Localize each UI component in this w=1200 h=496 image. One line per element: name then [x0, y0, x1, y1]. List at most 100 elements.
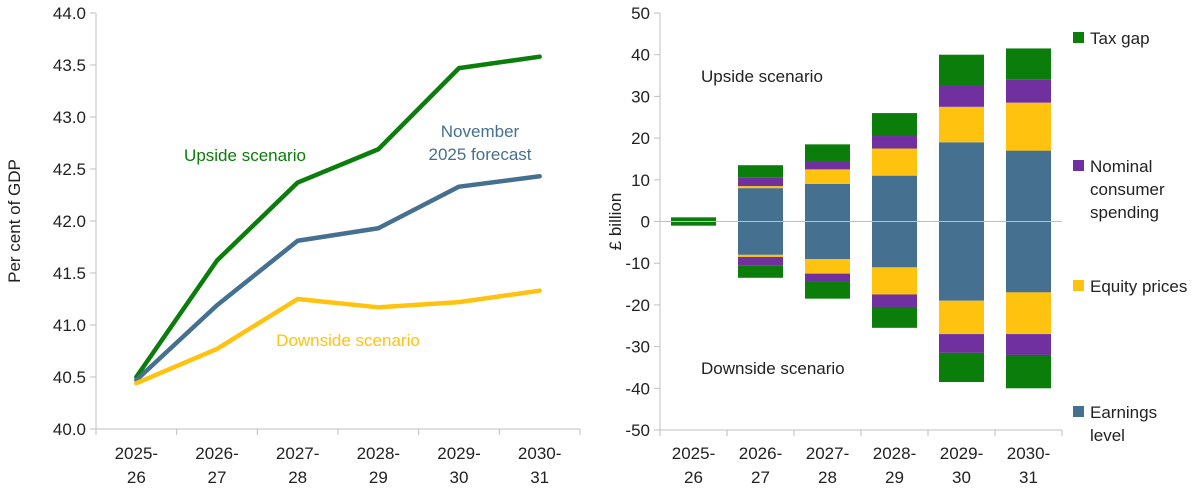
- bar-upside-s3: [738, 165, 783, 178]
- bar-upside-s0: [805, 183, 850, 222]
- left-x-tick-label-line: 2027-: [276, 444, 319, 463]
- bar-downside-s0: [872, 221, 917, 268]
- legend-label-line: Tax gap: [1090, 29, 1150, 48]
- left-x-tick-label-line: 27: [208, 468, 227, 487]
- legend-label-line: Equity prices: [1090, 277, 1187, 296]
- left-x-tick-label: 2029- 30: [437, 444, 480, 487]
- bar-downside-s3: [1006, 354, 1051, 389]
- right-y-tick-label: 40: [631, 46, 650, 65]
- right-x-tick-label-line: 29: [885, 468, 904, 487]
- bar-upside-s3: [805, 144, 850, 162]
- line-series-0: [134, 54, 542, 380]
- bar-upside-s3: [872, 113, 917, 137]
- bar-upside-s0: [1006, 150, 1051, 222]
- bar-upside-s1: [738, 186, 783, 189]
- right-x-tick-label-line: 2027-: [806, 444, 849, 463]
- right-x-tick-label-line: 28: [818, 468, 837, 487]
- left-y-tick-label: 42.5: [53, 160, 86, 179]
- right-x-tick-label: 2029- 30: [940, 444, 983, 487]
- right-x-tick-label-line: 30: [952, 468, 971, 487]
- legend-label-line: level: [1090, 426, 1125, 445]
- right-y-axis-title: £ billion: [606, 193, 625, 251]
- right-y-tick-label: 50: [631, 4, 650, 23]
- line-series-2: [134, 288, 542, 386]
- left-x-tick-label-line: 31: [530, 468, 549, 487]
- bar-upside-s0: [872, 175, 917, 222]
- right-x-tick-label-line: 27: [751, 468, 770, 487]
- bar-upside-s2: [1006, 79, 1051, 103]
- bar-upside-s3: [671, 217, 716, 222]
- left-y-tick-label: 41.5: [53, 264, 86, 283]
- bar-downside-s0: [738, 221, 783, 255]
- legend-label-line: Nominal: [1090, 157, 1152, 176]
- right-annotation-upside: Upside scenario: [701, 67, 823, 86]
- left-y-axis-title: Per cent of GDP: [5, 159, 24, 283]
- bar-downside-s2: [738, 256, 783, 266]
- bar-upside-s3: [1006, 48, 1051, 80]
- left-y-tick-label: 41.0: [53, 316, 86, 335]
- bar-downside-s2: [939, 334, 984, 353]
- legend-label-line: Earnings: [1090, 403, 1157, 422]
- bar-downside-s3: [805, 281, 850, 299]
- right-y-tick-label: 30: [631, 87, 650, 106]
- bar-downside-s2: [805, 273, 850, 282]
- left-y-tick-label: 43.5: [53, 56, 86, 75]
- bar-upside-s0: [939, 142, 984, 222]
- bar-downside-s1: [1006, 292, 1051, 335]
- right-y-tick-label: -10: [625, 254, 650, 273]
- left-x-tick-label-line: 30: [450, 468, 469, 487]
- right-annotation-downside: Downside scenario: [701, 359, 845, 378]
- left-x-tick-label: 2026- 27: [195, 444, 238, 487]
- right-x-tick-label-line: 2028-: [873, 444, 916, 463]
- legend-label-1: Nominal consumer spending: [1090, 157, 1165, 222]
- left-y-tick-label: 43.0: [53, 108, 86, 127]
- bar-upside-s1: [872, 148, 917, 176]
- left-annotation-2: Downside scenario: [276, 331, 420, 350]
- bar-downside-s0: [805, 221, 850, 260]
- right-x-tick-label-line: 2025-: [672, 444, 715, 463]
- left-x-tick-label: 2025- 26: [115, 444, 158, 487]
- legend-swatch-2: [1073, 280, 1084, 291]
- left-y-tick-label: 42.0: [53, 212, 86, 231]
- bar-downside-s1: [738, 254, 783, 257]
- legend-label-2: Equity prices: [1090, 277, 1187, 296]
- left-line-chart: 40.0 40.5 41.0 41.5 42.0 42.5 43.0 43.5 44.0 2025…: [5, 4, 581, 487]
- bar-upside-s0: [738, 188, 783, 222]
- left-x-tick-label-line: 2029-: [437, 444, 480, 463]
- right-y-tick-label: -50: [625, 421, 650, 440]
- left-x-tick-label-line: 29: [369, 468, 388, 487]
- bar-upside-s2: [805, 161, 850, 170]
- right-y-tick-label: 10: [631, 171, 650, 190]
- right-x-tick-label: 2026- 27: [739, 444, 782, 487]
- left-x-tick-label: 2027- 28: [276, 444, 319, 487]
- right-y-tick-label: -20: [625, 296, 650, 315]
- bar-downside-s1: [872, 267, 917, 295]
- legend-swatch-0: [1073, 32, 1084, 43]
- legend-swatch-3: [1073, 406, 1084, 417]
- right-x-tick-label: 2028- 29: [873, 444, 916, 487]
- bar-upside-s1: [1006, 102, 1051, 151]
- legend-label-line: consumer: [1090, 180, 1165, 199]
- left-annotation-1: November 2025 forecast: [428, 122, 531, 164]
- left-x-tick-label-line: 2025-: [115, 444, 158, 463]
- left-x-tick-label-line: 28: [288, 468, 307, 487]
- left-annotation-0: Upside scenario: [184, 146, 306, 165]
- left-annotation-line: Downside scenario: [276, 331, 420, 350]
- left-x-tick-label-line: 26: [127, 468, 146, 487]
- right-x-tick-label: 2030- 31: [1007, 444, 1050, 487]
- left-annotation-line: 2025 forecast: [428, 145, 531, 164]
- right-x-tick-label-line: 2026-: [739, 444, 782, 463]
- bar-downside-s3: [738, 265, 783, 278]
- bar-downside-s0: [939, 221, 984, 301]
- right-x-tick-label: 2025- 26: [672, 444, 715, 487]
- bar-downside-s0: [1006, 221, 1051, 293]
- left-x-tick-label-line: 2028-: [357, 444, 400, 463]
- left-x-tick-label: 2028- 29: [357, 444, 400, 487]
- legend-label-line: spending: [1090, 203, 1159, 222]
- bar-downside-s1: [805, 259, 850, 274]
- bar-upside-s2: [738, 177, 783, 187]
- bar-downside-s2: [1006, 334, 1051, 355]
- bar-downside-s3: [872, 306, 917, 328]
- left-y-tick-label: 40.5: [53, 368, 86, 387]
- right-x-tick-label-line: 2029-: [940, 444, 983, 463]
